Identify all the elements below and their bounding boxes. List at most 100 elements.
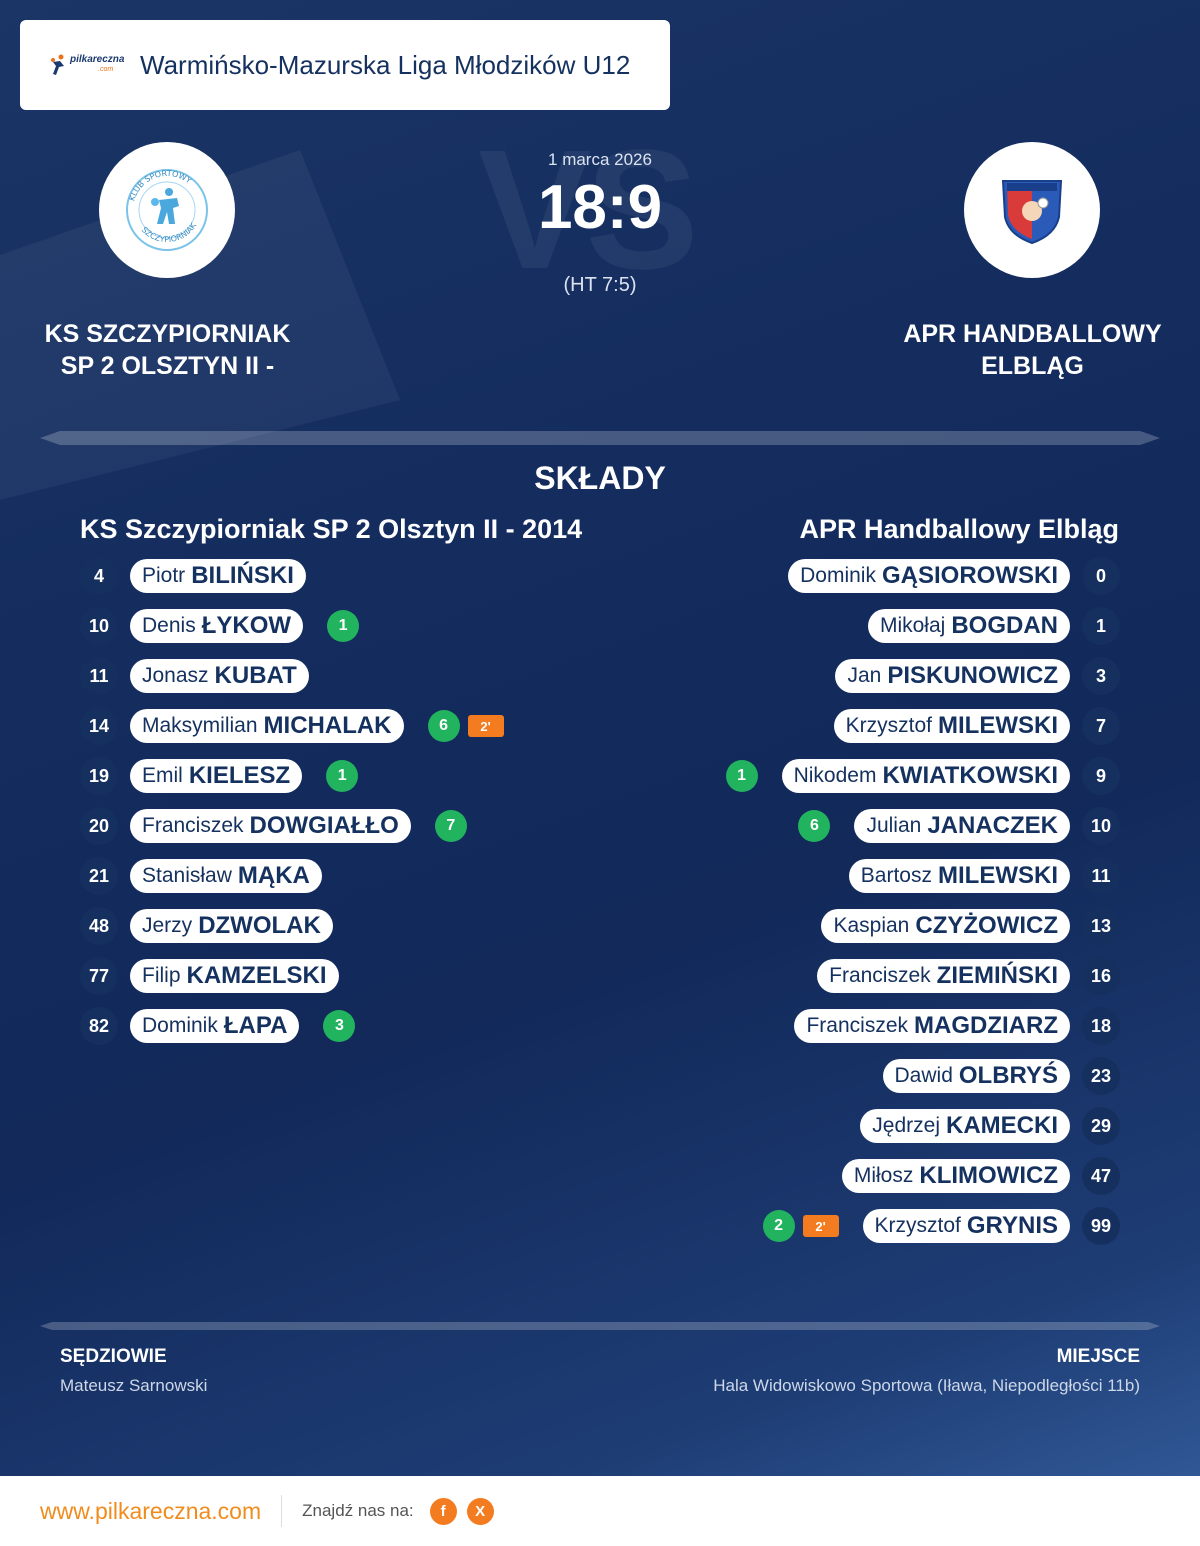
player-name[interactable]: Jędrzej KAMECKI xyxy=(860,1109,1070,1143)
player-name[interactable]: Krzysztof MILEWSKI xyxy=(833,709,1070,743)
player-row[interactable]: 11 Jonasz KUBAT xyxy=(80,657,309,695)
player-first-name: Jerzy xyxy=(142,914,193,937)
venue-value: Hala Widowiskowo Sportowa (Iława, Niepod… xyxy=(713,1376,1140,1395)
player-row[interactable]: 48 Jerzy DZWOLAK xyxy=(80,907,333,945)
vs-watermark: VS xyxy=(478,115,699,305)
footer-separator xyxy=(281,1495,283,1527)
player-number: 14 xyxy=(80,707,118,745)
player-row[interactable]: 7 Krzysztof MILEWSKI xyxy=(833,707,1120,745)
away-team-name: APR HANDBALLOWY ELBLĄG xyxy=(885,318,1180,382)
player-row[interactable]: 21 Stanisław MĄKA xyxy=(80,857,322,895)
player-last-name: DZWOLAK xyxy=(198,912,321,939)
player-first-name: Jędrzej xyxy=(872,1114,940,1137)
player-name[interactable]: Miłosz KLIMOWICZ xyxy=(841,1159,1070,1193)
away-squad-title: APR Handballowy Elbląg xyxy=(799,514,1119,544)
handballowy-crest-icon xyxy=(1001,180,1063,245)
player-first-name: Dominik xyxy=(800,564,876,587)
player-row[interactable]: 47 Miłosz KLIMOWICZ xyxy=(841,1157,1120,1195)
player-row[interactable]: 1 Mikołaj BOGDAN xyxy=(867,607,1120,645)
player-first-name: Jan xyxy=(847,664,882,687)
facebook-icon[interactable]: f xyxy=(429,1497,457,1525)
player-row[interactable]: 3 Jan PISKUNOWICZ xyxy=(835,657,1120,695)
goals-badge: 2 xyxy=(762,1210,795,1242)
player-row[interactable]: 20 Franciszek DOWGIAŁŁO 7 xyxy=(80,807,467,845)
player-number: 4 xyxy=(80,557,118,595)
player-row[interactable]: 99 Krzysztof GRYNIS 2' 2 xyxy=(762,1207,1120,1245)
player-last-name: GRYNIS xyxy=(966,1212,1058,1239)
logo-subtext: .com xyxy=(98,66,114,73)
venue-label: MIEJSCE xyxy=(1056,1346,1140,1367)
player-name[interactable]: Krzysztof GRYNIS xyxy=(862,1209,1070,1243)
player-number: 21 xyxy=(80,857,118,895)
player-name[interactable]: Mikołaj BOGDAN xyxy=(867,609,1070,643)
player-last-name: MĄKA xyxy=(237,862,310,889)
svg-text:SZCZYPIORNIAK: SZCZYPIORNIAK xyxy=(140,221,199,244)
player-row[interactable]: 11 Bartosz MILEWSKI xyxy=(848,857,1120,895)
player-row[interactable]: 9 Nikodem KWIATKOWSKI 1 xyxy=(725,757,1120,795)
player-name[interactable]: Jonasz KUBAT xyxy=(130,659,309,693)
player-row[interactable]: 23 Dawid OLBRYŚ xyxy=(882,1057,1120,1095)
player-row[interactable]: 14 Maksymilian MICHALAK 6 2' xyxy=(80,707,504,745)
player-last-name: GĄSIOROWSKI xyxy=(881,562,1058,589)
x-icon[interactable]: X xyxy=(466,1497,494,1525)
player-name[interactable]: Franciszek DOWGIAŁŁO xyxy=(130,809,411,843)
player-number: 16 xyxy=(1082,957,1120,995)
home-team-name-line2: SP 2 OLSZTYN II - xyxy=(60,352,275,380)
player-row[interactable]: 0 Dominik GĄSIOROWSKI xyxy=(788,557,1120,595)
player-number: 47 xyxy=(1082,1157,1120,1195)
match-date: 1 marca 2026 xyxy=(548,150,652,169)
player-name[interactable]: Kaspian CZYŻOWICZ xyxy=(821,909,1070,943)
player-row[interactable]: 10 Julian JANACZEK 6 xyxy=(798,807,1120,845)
player-name[interactable]: Dawid OLBRYŚ xyxy=(882,1059,1070,1093)
player-row[interactable]: 18 Franciszek MAGDZIARZ xyxy=(794,1007,1120,1045)
player-first-name: Franciszek xyxy=(806,1014,909,1037)
player-name[interactable]: Jerzy DZWOLAK xyxy=(130,909,333,943)
footer-bar: www.pilkareczna.com Znajdź nas na: f X xyxy=(0,1476,1200,1546)
player-name[interactable]: Emil KIELESZ xyxy=(130,759,303,793)
player-number: 9 xyxy=(1082,757,1120,795)
referees-value: Mateusz Sarnowski xyxy=(60,1376,208,1395)
league-header: pilkareczna .com Warmińsko-Mazurska Liga… xyxy=(20,20,670,110)
player-row[interactable]: 29 Jędrzej KAMECKI xyxy=(860,1107,1120,1145)
player-last-name: KUBAT xyxy=(214,662,297,689)
player-first-name: Jonasz xyxy=(142,664,209,687)
player-name[interactable]: Franciszek ZIEMIŃSKI xyxy=(817,959,1070,993)
player-row[interactable]: 82 Dominik ŁAPA 3 xyxy=(80,1007,356,1045)
player-number: 11 xyxy=(1082,857,1120,895)
player-name[interactable]: Jan PISKUNOWICZ xyxy=(835,659,1070,693)
player-name[interactable]: Dominik ŁAPA xyxy=(130,1009,300,1043)
player-name[interactable]: Franciszek MAGDZIARZ xyxy=(794,1009,1070,1043)
player-name[interactable]: Julian JANACZEK xyxy=(854,809,1070,843)
player-last-name: ZIEMIŃSKI xyxy=(936,962,1058,989)
penalty-badge: 2' xyxy=(467,715,504,737)
player-name[interactable]: Piotr BILIŃSKI xyxy=(130,559,306,593)
player-name[interactable]: Stanisław MĄKA xyxy=(130,859,322,893)
player-name[interactable]: Dominik GĄSIOROWSKI xyxy=(788,559,1070,593)
player-name[interactable]: Nikodem KWIATKOWSKI xyxy=(781,759,1070,793)
player-number: 23 xyxy=(1082,1057,1120,1095)
player-first-name: Julian xyxy=(866,814,922,837)
player-row[interactable]: 13 Kaspian CZYŻOWICZ xyxy=(821,907,1120,945)
away-team-name-line1: APR HANDBALLOWY xyxy=(903,320,1162,348)
player-row[interactable]: 16 Franciszek ZIEMIŃSKI xyxy=(817,957,1120,995)
player-first-name: Piotr xyxy=(142,564,186,587)
player-first-name: Dawid xyxy=(894,1064,953,1087)
player-row[interactable]: 4 Piotr BILIŃSKI xyxy=(80,557,306,595)
player-number: 19 xyxy=(80,757,118,795)
player-first-name: Filip xyxy=(142,964,181,987)
player-row[interactable]: 77 Filip KAMZELSKI xyxy=(80,957,339,995)
player-first-name: Emil xyxy=(142,764,183,787)
player-name[interactable]: Maksymilian MICHALAK xyxy=(130,709,404,743)
player-last-name: BILIŃSKI xyxy=(191,562,294,589)
player-number: 11 xyxy=(80,657,118,695)
player-row[interactable]: 10 Denis ŁYKOW 1 xyxy=(80,607,360,645)
player-row[interactable]: 19 Emil KIELESZ 1 xyxy=(80,757,359,795)
referees-label: SĘDZIOWIE xyxy=(60,1346,167,1367)
player-name[interactable]: Filip KAMZELSKI xyxy=(130,959,339,993)
player-name[interactable]: Bartosz MILEWSKI xyxy=(848,859,1070,893)
player-last-name: BOGDAN xyxy=(951,612,1058,639)
player-first-name: Dominik xyxy=(142,1014,218,1037)
site-link[interactable]: www.pilkareczna.com xyxy=(40,1497,262,1524)
site-logo[interactable]: pilkareczna .com xyxy=(50,50,124,80)
player-name[interactable]: Denis ŁYKOW xyxy=(130,609,304,643)
